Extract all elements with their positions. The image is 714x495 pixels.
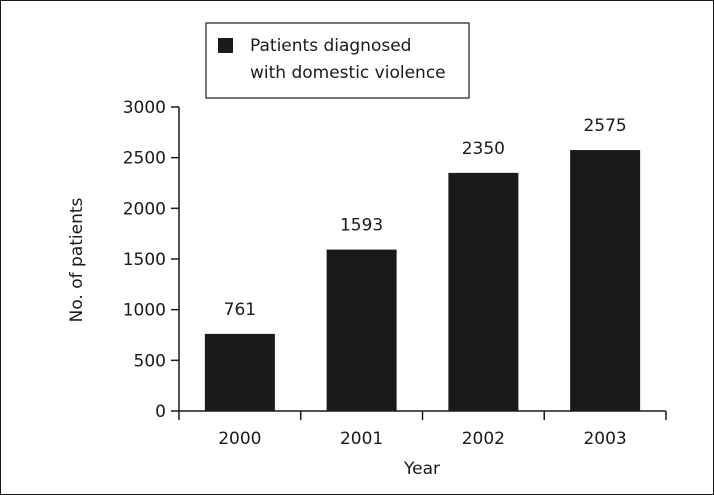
y-tick-label: 2500 — [123, 149, 166, 169]
x-tick-label: 2003 — [583, 429, 626, 449]
x-tick-label: 2001 — [340, 429, 383, 449]
legend-swatch — [218, 38, 233, 53]
y-tick-label: 1000 — [123, 301, 166, 321]
x-tick-label: 2000 — [218, 429, 261, 449]
x-axis-label: Year — [403, 459, 440, 479]
legend-label-line-2: with domestic violence — [250, 63, 446, 83]
legend-label-line-1: Patients diagnosed — [250, 36, 411, 56]
legend-box — [205, 22, 470, 99]
y-tick-label: 0 — [155, 402, 166, 422]
data-label-2000: 761 — [224, 300, 256, 320]
y-ticks: 0 500 1000 1500 2000 2500 3000 — [123, 98, 179, 422]
data-label-2002: 2350 — [462, 139, 505, 159]
y-axis-label: No. of patients — [67, 197, 87, 322]
bar-2002 — [448, 172, 519, 411]
bars — [204, 150, 641, 412]
y-tick-label: 1500 — [123, 250, 166, 270]
bar-2000 — [204, 333, 275, 411]
y-tick-label: 3000 — [123, 98, 166, 118]
y-tick-label: 2000 — [123, 199, 166, 219]
x-tick-label: 2002 — [462, 429, 505, 449]
data-label-2001: 1593 — [340, 216, 383, 236]
y-tick-label: 500 — [134, 351, 166, 371]
legend: Patients diagnosed with domestic violenc… — [205, 22, 470, 99]
data-labels: 761 1593 2350 2575 — [224, 116, 627, 320]
bar-2003 — [570, 150, 641, 412]
bar-2001 — [326, 249, 397, 411]
data-label-2003: 2575 — [583, 116, 626, 136]
x-ticks: 2000 2001 2002 2003 — [178, 411, 667, 449]
